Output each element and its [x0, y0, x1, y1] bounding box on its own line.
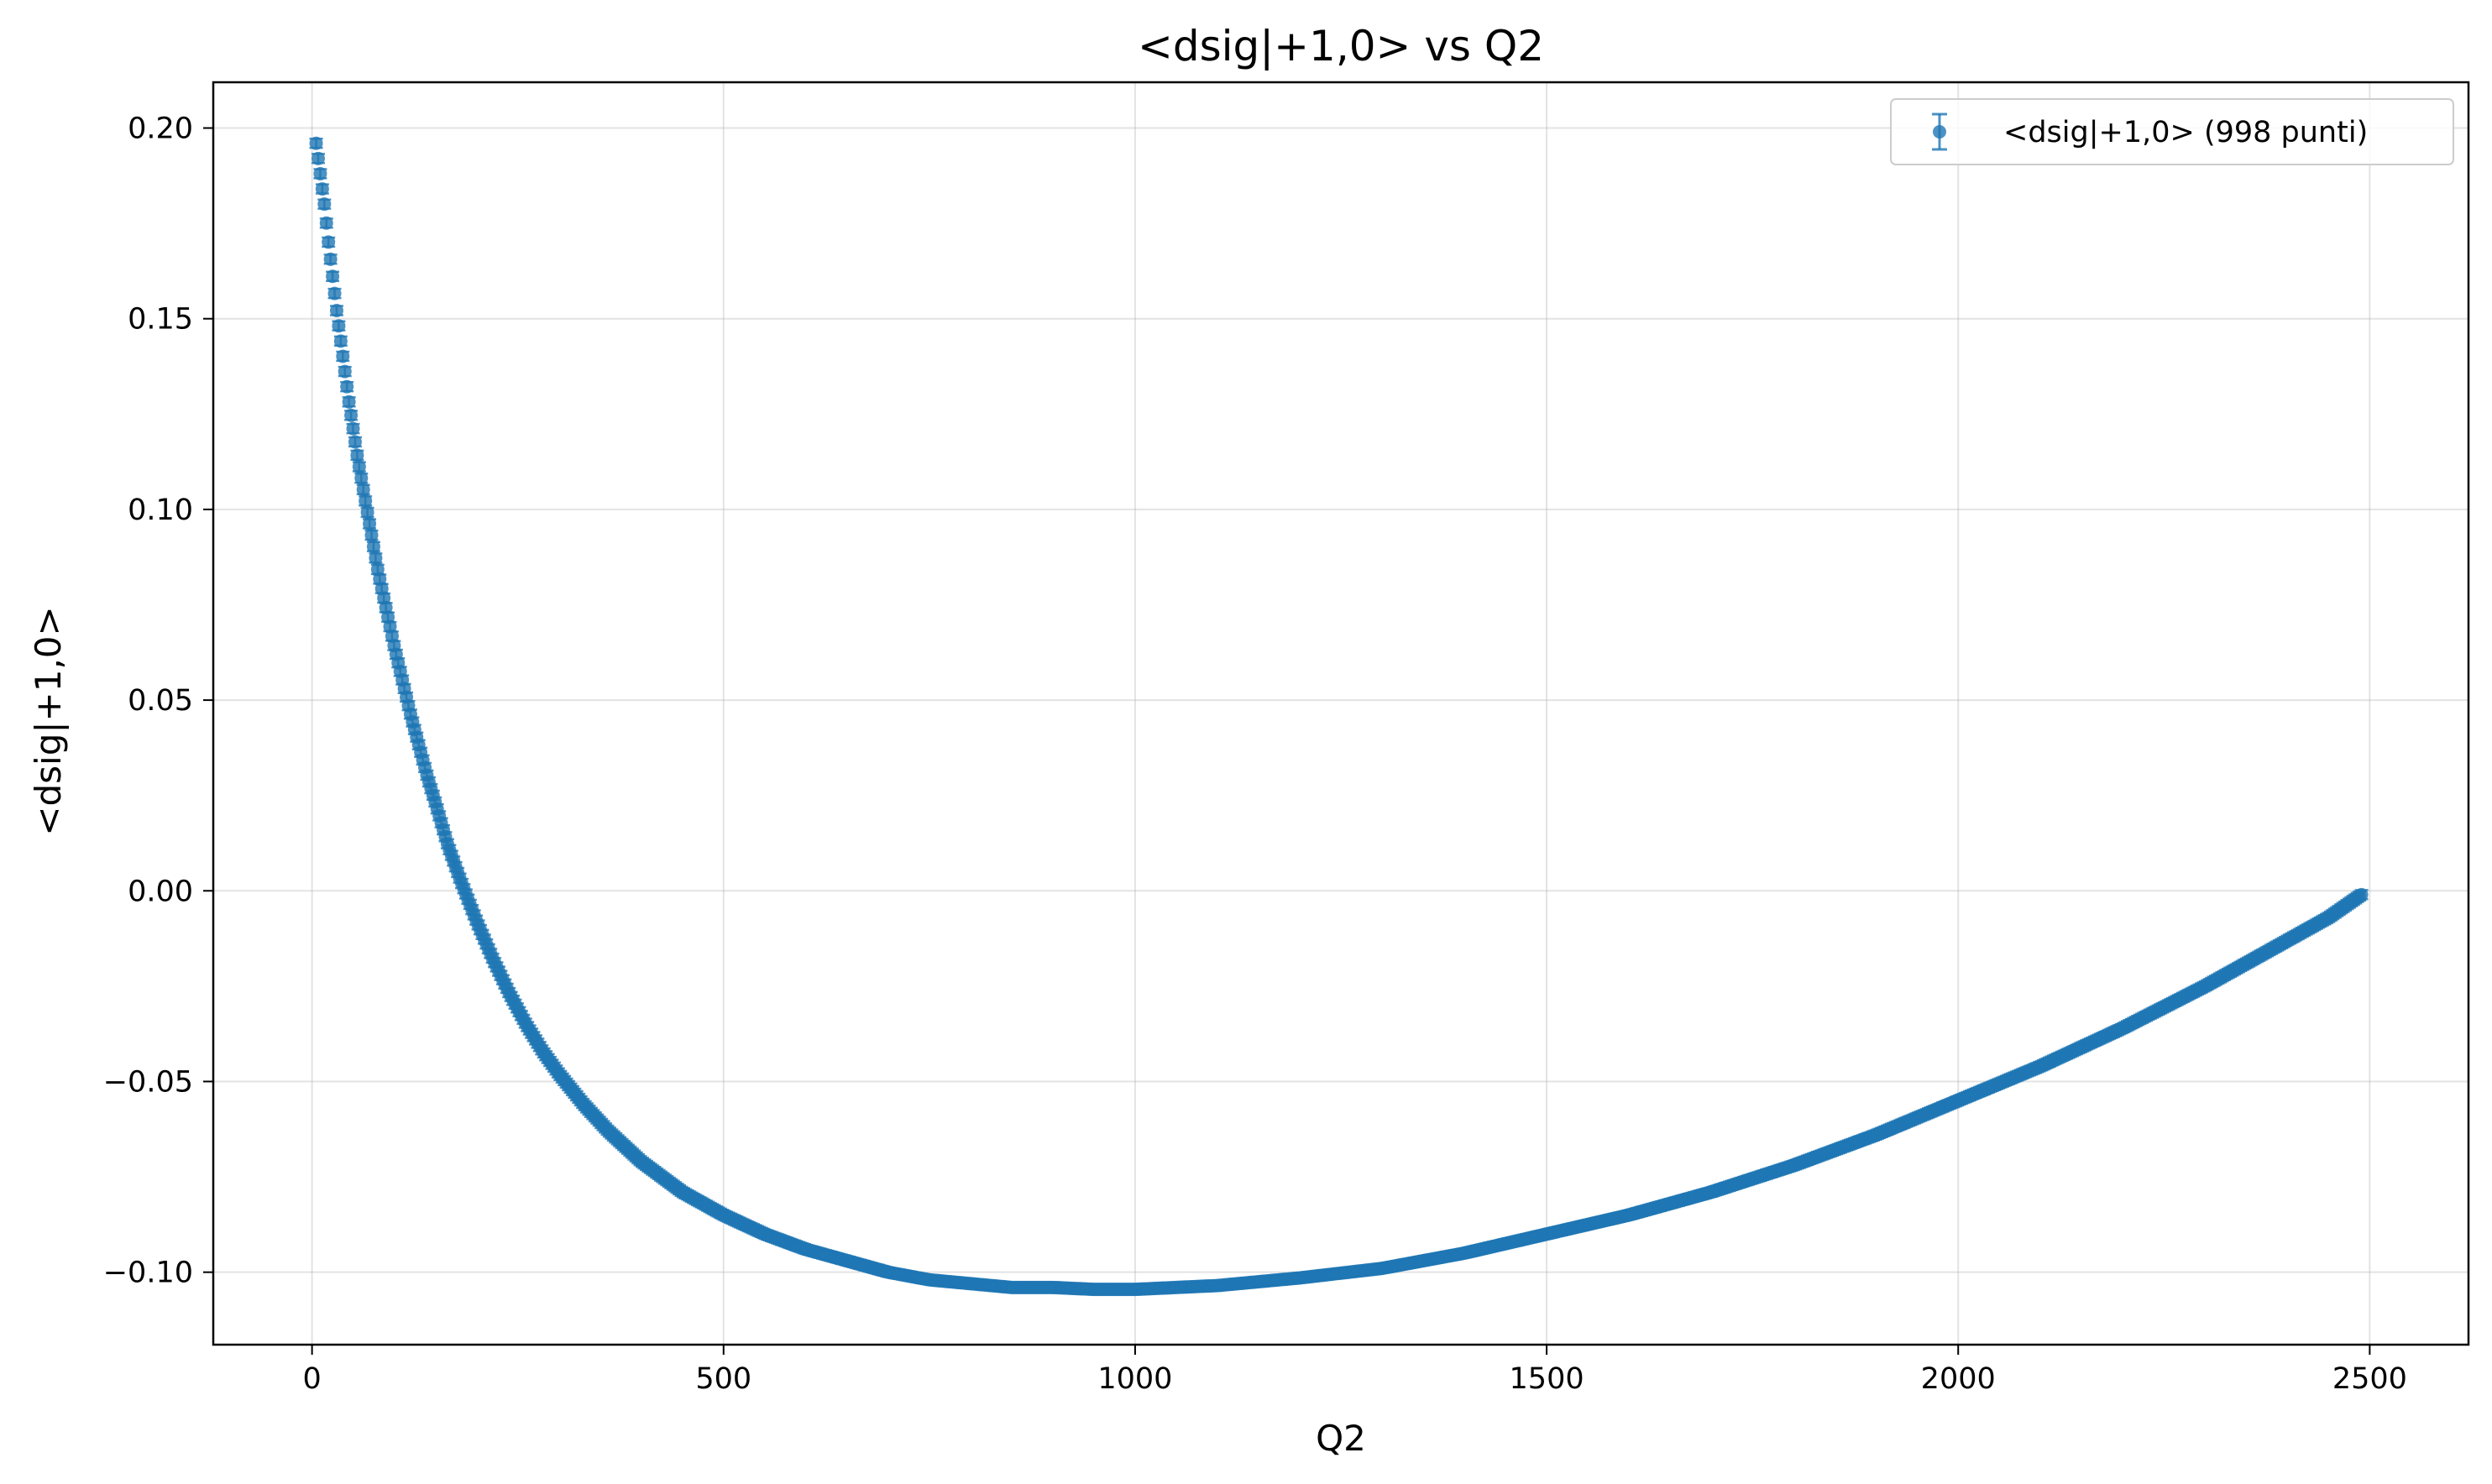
y-tick-label: −0.10: [103, 1257, 193, 1290]
data-point: [346, 421, 360, 436]
data-point: [336, 349, 350, 363]
x-axis-label: Q2: [1316, 1418, 1366, 1459]
data-point: [338, 364, 352, 379]
legend-label: <dsig|+1,0> (998 punti): [2003, 116, 2368, 149]
y-axis-ticks: −0.10 −0.05 0.00 0.05 0.10 0.15 0.20: [103, 112, 213, 1290]
x-tick-label: 2500: [2332, 1362, 2407, 1396]
data-point: [363, 517, 377, 531]
data-point: [2354, 887, 2369, 901]
y-tick-label: 0.10: [128, 494, 193, 527]
x-axis-ticks: 0 500 1000 1500 2000 2500: [302, 1345, 2407, 1396]
data-point: [369, 551, 383, 565]
scatter-series: [309, 136, 2369, 1297]
data-point: [340, 379, 354, 394]
data-point: [348, 435, 362, 449]
legend-marker-icon: [1932, 112, 1947, 151]
data-point: [359, 494, 373, 508]
data-point: [319, 216, 333, 230]
y-tick-label: 0.00: [128, 875, 193, 908]
x-tick-label: 1000: [1097, 1362, 1172, 1396]
data-point: [342, 395, 356, 409]
data-point: [344, 408, 359, 422]
data-point: [323, 252, 338, 266]
x-tick-label: 0: [302, 1362, 321, 1396]
data-point: [309, 136, 323, 150]
data-point: [317, 197, 332, 212]
y-tick-label: 0.15: [128, 303, 193, 337]
y-tick-label: −0.05: [103, 1065, 193, 1099]
data-point: [332, 319, 346, 333]
data-point: [322, 235, 336, 249]
y-tick-label: 0.05: [128, 684, 193, 718]
data-point: [354, 471, 369, 485]
data-point: [326, 269, 340, 284]
x-tick-label: 500: [695, 1362, 751, 1396]
data-point: [329, 304, 343, 318]
x-tick-label: 1500: [1510, 1362, 1584, 1396]
chart-title: <dsig|+1,0> vs Q2: [1138, 22, 1544, 71]
legend: <dsig|+1,0> (998 punti): [1890, 98, 2454, 165]
plot-frame: [212, 81, 2470, 1346]
data-point: [327, 286, 342, 300]
x-tick-label: 2000: [1921, 1362, 1996, 1396]
data-point: [360, 505, 374, 520]
data-point: [364, 528, 379, 542]
data-point: [311, 151, 325, 165]
legend-box: [1890, 98, 2454, 165]
data-point: [352, 460, 366, 474]
y-tick-label: 0.20: [128, 112, 193, 146]
y-axis-label: <dsig|+1,0>: [28, 606, 69, 835]
data-point: [356, 483, 370, 497]
data-point: [366, 540, 380, 554]
data-point: [313, 166, 327, 180]
data-point: [315, 182, 329, 196]
data-point: [350, 448, 364, 462]
data-point: [333, 334, 348, 348]
